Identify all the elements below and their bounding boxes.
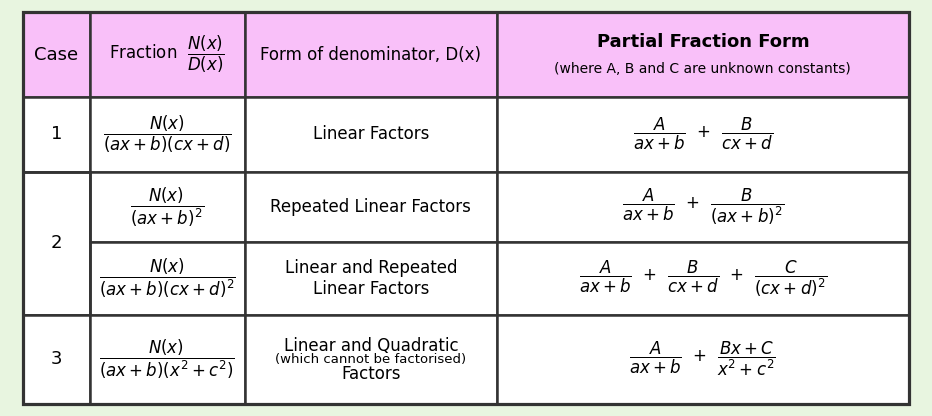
- Bar: [497, 315, 909, 404]
- Bar: [497, 172, 909, 242]
- Text: Case: Case: [34, 45, 78, 64]
- Text: Linear and Repeated
Linear Factors: Linear and Repeated Linear Factors: [284, 259, 457, 298]
- Text: Form of denominator, D(x): Form of denominator, D(x): [260, 45, 481, 64]
- Bar: [497, 242, 909, 315]
- Text: Linear Factors: Linear Factors: [312, 125, 429, 143]
- Text: 3: 3: [50, 350, 62, 368]
- Bar: [89, 315, 244, 404]
- Bar: [23, 12, 89, 97]
- Text: (which cannot be factorised): (which cannot be factorised): [275, 353, 466, 366]
- Bar: [89, 242, 244, 315]
- Bar: [23, 172, 89, 315]
- Text: Factors: Factors: [341, 365, 401, 383]
- Bar: [89, 97, 244, 172]
- Bar: [244, 242, 497, 315]
- Bar: [89, 12, 244, 97]
- Bar: [497, 12, 909, 97]
- Text: $\dfrac{N(x)}{(ax + b)(x^2 + c^2)}$: $\dfrac{N(x)}{(ax + b)(x^2 + c^2)}$: [100, 337, 235, 381]
- Bar: [244, 315, 497, 404]
- Bar: [244, 12, 497, 97]
- Bar: [244, 97, 497, 172]
- Text: Repeated Linear Factors: Repeated Linear Factors: [270, 198, 472, 216]
- Text: $\dfrac{N(x)}{(ax + b)(cx + d)^2}$: $\dfrac{N(x)}{(ax + b)(cx + d)^2}$: [99, 257, 236, 300]
- Text: Fraction  $\dfrac{N(x)}{D(x)}$: Fraction $\dfrac{N(x)}{D(x)}$: [109, 34, 225, 75]
- Bar: [89, 172, 244, 242]
- Bar: [23, 97, 89, 172]
- Text: $\dfrac{N(x)}{(ax + b)(cx + d)}$: $\dfrac{N(x)}{(ax + b)(cx + d)}$: [103, 114, 232, 155]
- Text: 2: 2: [50, 234, 62, 252]
- Text: $\dfrac{A}{ax + b}$  $+$  $\dfrac{B}{cx + d}$: $\dfrac{A}{ax + b}$ $+$ $\dfrac{B}{cx + …: [633, 116, 773, 152]
- Text: $\dfrac{A}{ax + b}$  $+$  $\dfrac{B}{(ax + b)^2}$: $\dfrac{A}{ax + b}$ $+$ $\dfrac{B}{(ax +…: [622, 187, 784, 227]
- Text: $\dfrac{A}{ax + b}$  $+$  $\dfrac{B}{cx + d}$  $+$  $\dfrac{C}{(cx + d)^2}$: $\dfrac{A}{ax + b}$ $+$ $\dfrac{B}{cx + …: [579, 258, 827, 299]
- Bar: [23, 315, 89, 404]
- Bar: [497, 97, 909, 172]
- Text: 1: 1: [51, 125, 62, 143]
- Text: $\dfrac{N(x)}{(ax + b)^2}$: $\dfrac{N(x)}{(ax + b)^2}$: [130, 185, 204, 228]
- Bar: [23, 172, 89, 315]
- Bar: [244, 172, 497, 242]
- Text: Linear and Quadratic: Linear and Quadratic: [283, 337, 459, 355]
- Text: (where A, B and C are unknown constants): (where A, B and C are unknown constants): [555, 62, 851, 76]
- Text: $\dfrac{A}{ax + b}$  $+$  $\dfrac{Bx + C}{x^2 + c^2}$: $\dfrac{A}{ax + b}$ $+$ $\dfrac{Bx + C}{…: [629, 340, 776, 378]
- Text: Partial Fraction Form: Partial Fraction Form: [596, 33, 809, 51]
